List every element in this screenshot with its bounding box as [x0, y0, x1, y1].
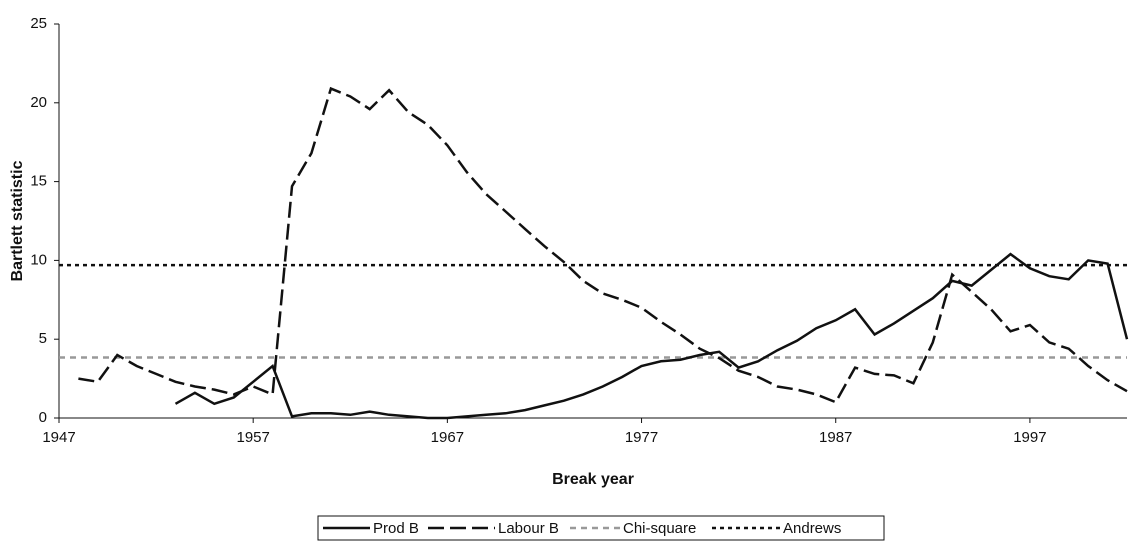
x-tick-label: 1957: [236, 429, 269, 446]
y-tick-label: 5: [39, 330, 47, 347]
legend-label: Chi-square: [623, 520, 696, 537]
y-axis-label: Bartlett statistic: [9, 160, 26, 281]
legend-label: Andrews: [783, 520, 841, 537]
x-tick-label: 1987: [819, 429, 852, 446]
legend-label: Labour B: [498, 520, 559, 537]
series-line: [174, 252, 1129, 420]
y-tick-label: 10: [30, 251, 47, 268]
series-line: [78, 86, 1128, 404]
y-tick-label: 25: [30, 15, 47, 32]
x-tick-label: 1947: [42, 429, 75, 446]
y-tick-label: 15: [30, 173, 47, 190]
x-tick-label: 1977: [625, 429, 658, 446]
x-tick-label: 1967: [431, 429, 464, 446]
y-tick-label: 0: [39, 409, 47, 426]
legend-box: [317, 515, 885, 541]
y-tick-label: 20: [30, 94, 47, 111]
x-tick-label: 1997: [1013, 429, 1046, 446]
x-axis-label: Break year: [552, 471, 634, 488]
legend-label: Prod B: [373, 520, 419, 537]
